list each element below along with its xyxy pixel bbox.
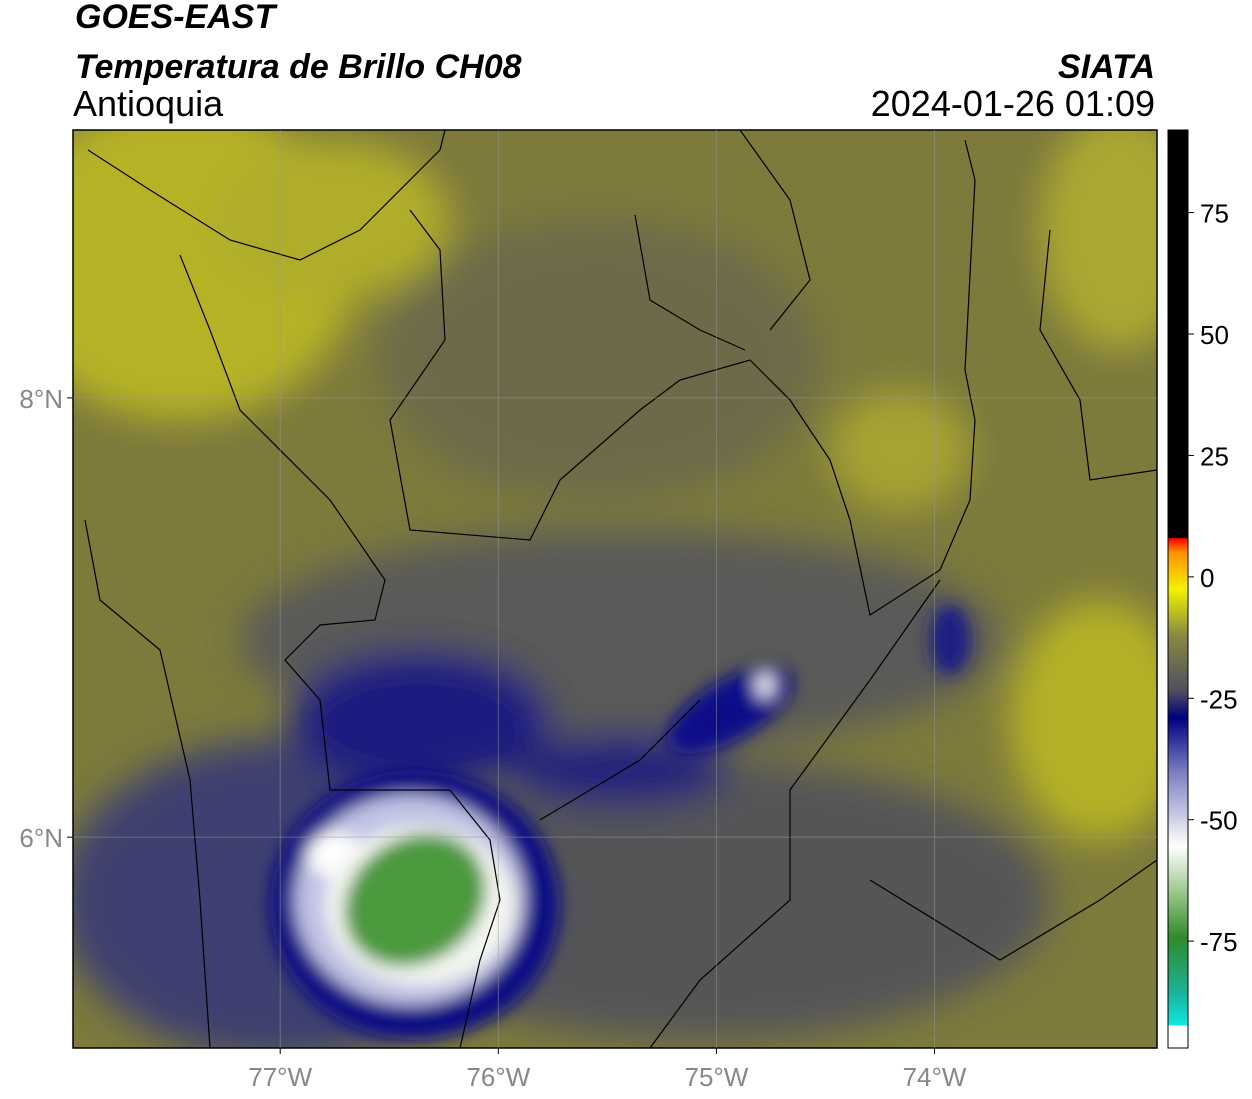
subtitle: Temperatura de Brillo CH08 bbox=[75, 48, 522, 86]
x-tick-label: 75°W bbox=[684, 1062, 748, 1092]
colorbar-tick-label: 75 bbox=[1200, 199, 1229, 229]
x-tick-label: 74°W bbox=[903, 1062, 967, 1092]
colorbar-tick-label: -75 bbox=[1200, 927, 1238, 957]
x-tick-label: 77°W bbox=[248, 1062, 312, 1092]
datetime: 2024-01-26 01:09 bbox=[871, 83, 1155, 124]
y-tick-label: 8°N bbox=[19, 384, 63, 414]
source: SIATA bbox=[1058, 48, 1155, 86]
colorbar-tick-label: 25 bbox=[1200, 441, 1229, 471]
title: GOES-EAST bbox=[75, 0, 278, 36]
map-field bbox=[73, 130, 1157, 1048]
colorbar-tick-label: 0 bbox=[1200, 563, 1214, 593]
y-tick-label: 6°N bbox=[19, 823, 63, 853]
colorbar bbox=[1167, 129, 1189, 1049]
x-tick-label: 76°W bbox=[466, 1062, 530, 1092]
region: Antioquia bbox=[73, 83, 224, 124]
map-frame bbox=[72, 129, 1158, 1049]
colorbar-tick-label: 50 bbox=[1200, 320, 1229, 350]
colorbar-tick-label: -25 bbox=[1200, 684, 1238, 714]
colorbar-tick-label: -50 bbox=[1200, 806, 1238, 836]
